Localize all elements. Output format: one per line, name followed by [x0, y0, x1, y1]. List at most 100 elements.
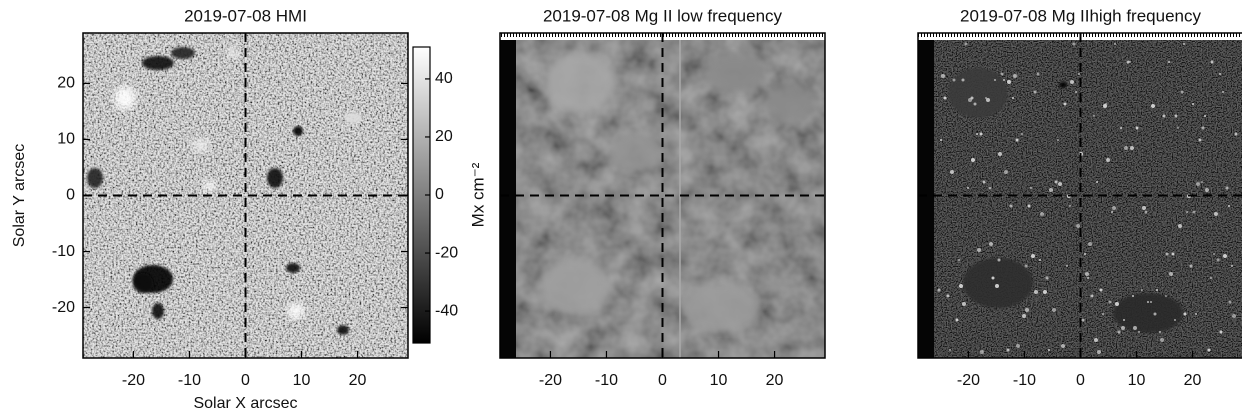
speck — [1192, 210, 1196, 214]
speck — [1228, 300, 1232, 304]
speck — [1150, 301, 1152, 303]
speck — [958, 259, 960, 261]
speck — [1178, 224, 1182, 228]
speck — [1013, 74, 1017, 78]
speck — [1099, 288, 1103, 292]
feature — [765, 83, 815, 123]
speck — [1076, 224, 1080, 228]
speck — [1135, 126, 1139, 130]
speck — [1075, 91, 1077, 93]
speck — [1016, 344, 1020, 348]
feature — [293, 126, 303, 136]
speck — [1123, 319, 1125, 321]
speck — [988, 186, 992, 190]
feature — [286, 263, 300, 273]
y-tick-label: 10 — [57, 131, 75, 148]
speck — [1102, 313, 1104, 315]
speck — [1052, 308, 1056, 312]
speck — [1231, 265, 1233, 267]
speck — [1121, 326, 1125, 330]
speck — [976, 133, 978, 135]
speck — [1160, 338, 1164, 342]
speck — [1114, 43, 1116, 45]
speck — [1147, 301, 1149, 303]
speck — [1210, 277, 1212, 279]
speck — [1138, 331, 1140, 333]
speck — [1165, 295, 1167, 297]
speck — [1153, 312, 1157, 316]
speck — [980, 350, 984, 354]
speck — [1177, 127, 1179, 129]
feature — [203, 180, 215, 192]
speck — [1207, 348, 1211, 352]
speck — [971, 158, 975, 162]
speck — [1132, 295, 1134, 297]
x-tick-label: 20 — [766, 372, 784, 389]
speck — [1219, 73, 1221, 75]
speck — [940, 139, 942, 141]
speck — [1141, 289, 1143, 291]
speck — [977, 248, 981, 252]
speck — [997, 258, 1001, 262]
speck — [1031, 254, 1035, 258]
speck — [1124, 146, 1128, 150]
feature — [545, 53, 615, 113]
speck — [937, 288, 941, 292]
speck — [1003, 79, 1005, 81]
x-tick-label: -10 — [1013, 372, 1036, 389]
feature — [680, 283, 760, 333]
speck — [1186, 211, 1188, 213]
speck — [1085, 272, 1089, 276]
speck — [989, 242, 993, 246]
feature — [133, 273, 153, 293]
speck — [1201, 126, 1205, 130]
speck — [1112, 206, 1116, 210]
speck — [1090, 294, 1094, 298]
x-tick-label: -10 — [178, 372, 201, 389]
speck — [1156, 289, 1158, 291]
speck — [962, 302, 966, 306]
colorbar-tick-label: -40 — [435, 302, 458, 319]
feature — [152, 303, 164, 319]
speck — [1183, 312, 1187, 316]
speck — [1162, 114, 1166, 118]
speck — [982, 180, 986, 184]
colorbar-tick-label: 20 — [435, 128, 453, 145]
x-tick-label: 20 — [1184, 372, 1202, 389]
speck — [943, 96, 947, 100]
speck — [1088, 242, 1092, 246]
speck — [1039, 259, 1041, 261]
x-tick-label: 10 — [1128, 372, 1146, 389]
speck — [1165, 252, 1169, 256]
speck — [986, 98, 990, 102]
panel-title: 2019-07-08 Mg IIhigh frequency — [960, 6, 1201, 25]
colorbar-tick-label: -20 — [435, 244, 458, 261]
speck — [1151, 104, 1155, 108]
x-tick-label: 0 — [1076, 372, 1085, 389]
speck — [1115, 302, 1119, 306]
speck — [1126, 60, 1130, 64]
speck — [1078, 73, 1080, 75]
speck — [1043, 290, 1047, 294]
feature — [1113, 293, 1183, 333]
speck — [1081, 318, 1085, 322]
speck — [1070, 80, 1074, 84]
speck — [1087, 277, 1089, 279]
speck — [1105, 103, 1107, 105]
colorbar-tick-label: 40 — [435, 70, 453, 87]
speck — [1097, 350, 1101, 354]
speck — [1034, 290, 1038, 294]
speck — [979, 132, 983, 136]
speck — [1000, 72, 1004, 76]
speck — [1015, 138, 1019, 142]
feature — [948, 68, 1008, 118]
speck — [1027, 204, 1031, 208]
speck — [1045, 276, 1049, 280]
speck — [1198, 138, 1202, 142]
speck — [1084, 253, 1086, 255]
speck — [1228, 205, 1230, 207]
panel-title: 2019-07-08 Mg II low frequency — [543, 6, 783, 25]
speck — [1066, 265, 1068, 267]
